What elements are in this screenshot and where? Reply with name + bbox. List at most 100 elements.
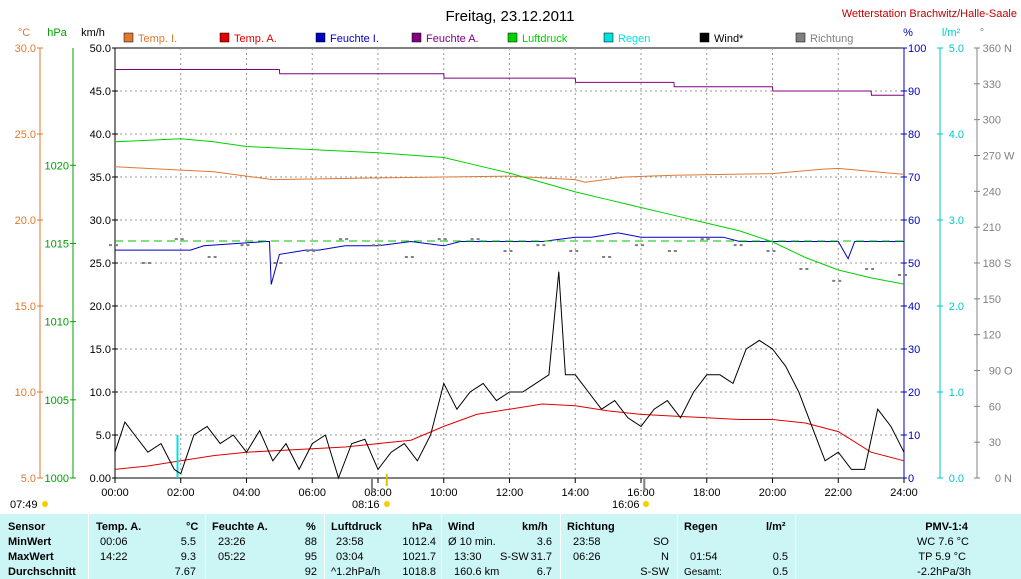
celsius-axis-tick-label: 30.0 xyxy=(15,43,36,55)
hpa-axis-tick-label: 1000 xyxy=(45,473,69,485)
direction-axis-tick-label: 360 xyxy=(983,43,1001,55)
temp-max: 9.3 xyxy=(180,551,196,563)
hum-avg: 92 xyxy=(304,566,317,578)
percent-axis-tick-label: 60 xyxy=(908,215,920,227)
pmv-dewpoint: TP 5.9 °C xyxy=(918,551,966,563)
x-tick-label: 16:00 xyxy=(627,487,655,499)
x-tick-label: 14:00 xyxy=(561,487,589,499)
legend-swatch xyxy=(123,32,134,43)
press-max-time: 03:04 xyxy=(336,551,364,563)
press-min: 1012.4 xyxy=(402,536,436,548)
series-temp-i xyxy=(114,166,905,183)
x-tick-label: 18:00 xyxy=(693,487,721,499)
hum-max: 95 xyxy=(304,551,317,563)
sunset-icon xyxy=(643,501,649,507)
kmh-axis-tick-label: 40.0 xyxy=(90,129,111,141)
x-tick-label: 10:00 xyxy=(430,487,458,499)
rain-unit: l/m² xyxy=(766,521,786,533)
hpa-axis-tick-label: 1005 xyxy=(45,395,69,407)
dir-r1-time: 23:58 xyxy=(573,536,601,548)
x-tick-label: 02:00 xyxy=(167,487,195,499)
legend-swatch xyxy=(699,32,710,43)
temp-unit: °C xyxy=(186,521,199,533)
rain-header: Regen xyxy=(684,521,718,533)
direction-axis-tick-label: 30 xyxy=(989,437,1001,449)
direction-axis-tick-label: 300 xyxy=(983,115,1001,127)
dir-r2-time: 06:26 xyxy=(573,551,601,563)
rain-axis-tick-label: 0.0 xyxy=(949,473,964,485)
hum-min: 88 xyxy=(304,536,317,548)
wind-max-dir: S-SW xyxy=(500,551,529,563)
series-wind xyxy=(114,271,905,480)
station-name: Wetterstation Brachwitz/Halle-Saale xyxy=(842,8,1017,20)
wind-max-value: 31.7 xyxy=(530,551,552,563)
wind-avg10-value: 3.6 xyxy=(536,536,552,548)
direction-axis-tick-label: 270 xyxy=(983,151,1001,163)
axis-unit-direction: ° xyxy=(980,27,984,39)
legend-item-label: Feuchte A. xyxy=(426,33,479,45)
kmh-axis-tick-label: 0.00 xyxy=(90,473,111,485)
legend-item-label: Richtung xyxy=(810,33,853,45)
kmh-axis-tick-label: 20.0 xyxy=(90,301,111,313)
hpa-axis-tick-label: 1020 xyxy=(45,160,69,172)
kmh-axis-tick-label: 30.0 xyxy=(90,215,111,227)
x-tick-label: 24:00 xyxy=(890,487,918,499)
statistics-footer: Sensor MinWert MaxWert Durchschnitt Temp… xyxy=(0,514,1021,579)
legend-swatch xyxy=(795,32,806,43)
rain-total-label: Gesamt: xyxy=(684,567,722,578)
axis-unit-kmh: km/h xyxy=(81,27,105,39)
kmh-axis-tick-label: 45.0 xyxy=(90,86,111,98)
press-trend: ^1.2hPa/h xyxy=(331,566,381,578)
wind-avg-value: 6.7 xyxy=(536,566,552,578)
percent-axis-tick-label: 80 xyxy=(908,129,920,141)
legend-item-label: Luftdruck xyxy=(522,33,568,45)
compass-label: N xyxy=(1004,473,1012,485)
plot-area xyxy=(109,69,910,480)
y-axes: 5.0 10.0 15.0 20.0 25.0 30.0 1000 1005 1010 1015 1… xyxy=(15,43,1015,485)
row-label-max: MaxWert xyxy=(8,551,54,563)
percent-axis-tick-label: 20 xyxy=(908,387,920,399)
weather-chart: Freitag, 23.12.2011 Wetterstation Brachw… xyxy=(10,8,1017,511)
wind-avg10-label: Ø 10 min. xyxy=(448,536,496,548)
rain-axis-tick-label: 4.0 xyxy=(949,129,964,141)
hum-header: Feuchte A. xyxy=(212,521,268,533)
axis-unit-percent: % xyxy=(903,27,913,39)
temp-min-time: 00:06 xyxy=(100,536,128,548)
x-tick-label: 04:00 xyxy=(233,487,261,499)
rain-total-value: 0.5 xyxy=(772,566,788,578)
moonrise-label: 08:16 xyxy=(352,499,380,511)
direction-axis-tick-label: 330 xyxy=(983,79,1001,91)
celsius-axis-tick-label: 25.0 xyxy=(15,129,36,141)
temp-header: Temp. A. xyxy=(96,521,142,533)
wind-header: Wind xyxy=(448,521,475,533)
series-feuchte-a xyxy=(115,69,904,96)
percent-axis-tick-label: 90 xyxy=(908,86,920,98)
x-tick-label: 08:00 xyxy=(364,487,392,499)
sunset-label: 16:06 xyxy=(612,499,640,511)
legend-swatch xyxy=(219,32,230,43)
hpa-axis-tick-label: 1010 xyxy=(45,317,69,329)
percent-axis-tick-label: 30 xyxy=(908,344,920,356)
hpa-axis-tick-label: 1015 xyxy=(45,238,69,250)
percent-axis-tick-label: 50 xyxy=(908,258,920,270)
celsius-axis-tick-label: 10.0 xyxy=(15,387,36,399)
sunrise-icon xyxy=(42,501,48,507)
legend-item-label: Wind* xyxy=(714,33,744,45)
direction-axis-tick-label: 210 xyxy=(983,222,1001,234)
axis-unit-hpa: hPa xyxy=(47,27,67,39)
celsius-axis-tick-label: 15.0 xyxy=(15,301,36,313)
rain-axis-tick-label: 5.0 xyxy=(949,43,964,55)
direction-axis-tick-label: 120 xyxy=(983,330,1001,342)
legend-swatch xyxy=(603,32,614,43)
direction-axis-tick-label: 150 xyxy=(983,294,1001,306)
rain-r2-time: 01:54 xyxy=(690,551,718,563)
dir-r2-value: N xyxy=(661,551,669,563)
moonrise-icon xyxy=(384,501,390,507)
row-label-avg: Durchschnitt xyxy=(8,566,76,578)
direction-axis-tick-label: 180 xyxy=(983,258,1001,270)
kmh-axis-tick-label: 15.0 xyxy=(90,344,111,356)
press-unit: hPa xyxy=(412,521,433,533)
kmh-axis-tick-label: 35.0 xyxy=(90,172,111,184)
hum-max-time: 05:22 xyxy=(218,551,246,563)
pmv-windchill: WC 7.6 °C xyxy=(916,536,969,548)
